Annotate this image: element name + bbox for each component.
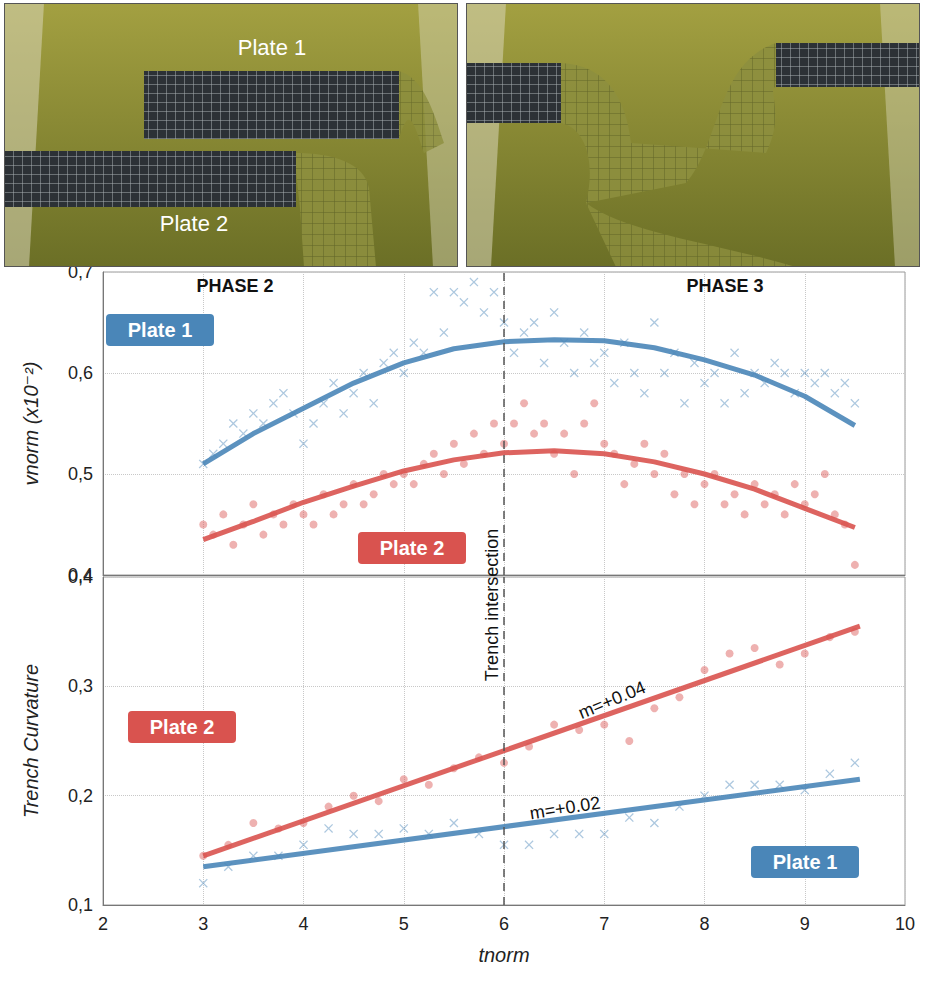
svg-text:vnorm (x10⁻²): vnorm (x10⁻²): [20, 362, 42, 486]
svg-text:3: 3: [198, 914, 208, 934]
svg-text:Plate 2: Plate 2: [150, 716, 214, 738]
svg-text:m=+0.02: m=+0.02: [528, 793, 601, 824]
svg-text:0,2: 0,2: [68, 786, 93, 806]
svg-text:0,4: 0,4: [68, 567, 93, 587]
svg-text:Plate 2: Plate 2: [380, 537, 444, 559]
svg-text:0,7: 0,7: [68, 262, 93, 282]
svg-text:8: 8: [699, 914, 709, 934]
svg-text:Plate 1: Plate 1: [128, 319, 192, 341]
svg-text:0,5: 0,5: [68, 464, 93, 484]
svg-text:4: 4: [298, 914, 308, 934]
svg-text:PHASE 2: PHASE 2: [196, 276, 273, 296]
svg-text:0,6: 0,6: [68, 363, 93, 383]
svg-text:6: 6: [499, 914, 509, 934]
svg-text:Plate 1: Plate 1: [238, 35, 307, 60]
svg-text:tnorm: tnorm: [478, 944, 529, 966]
svg-text:Trench intersection: Trench intersection: [482, 529, 502, 681]
svg-text:0,3: 0,3: [68, 676, 93, 696]
svg-text:Plate 2: Plate 2: [160, 211, 229, 236]
svg-text:9: 9: [800, 914, 810, 934]
svg-text:Trench Curvature: Trench Curvature: [20, 664, 42, 818]
svg-text:5: 5: [399, 914, 409, 934]
svg-text:0,1: 0,1: [68, 895, 93, 915]
svg-text:m=+0.04: m=+0.04: [575, 677, 648, 723]
svg-text:PHASE 3: PHASE 3: [686, 276, 763, 296]
svg-text:7: 7: [599, 914, 609, 934]
svg-text:2: 2: [98, 914, 108, 934]
svg-text:10: 10: [895, 914, 915, 934]
svg-text:Plate 1: Plate 1: [773, 851, 837, 873]
